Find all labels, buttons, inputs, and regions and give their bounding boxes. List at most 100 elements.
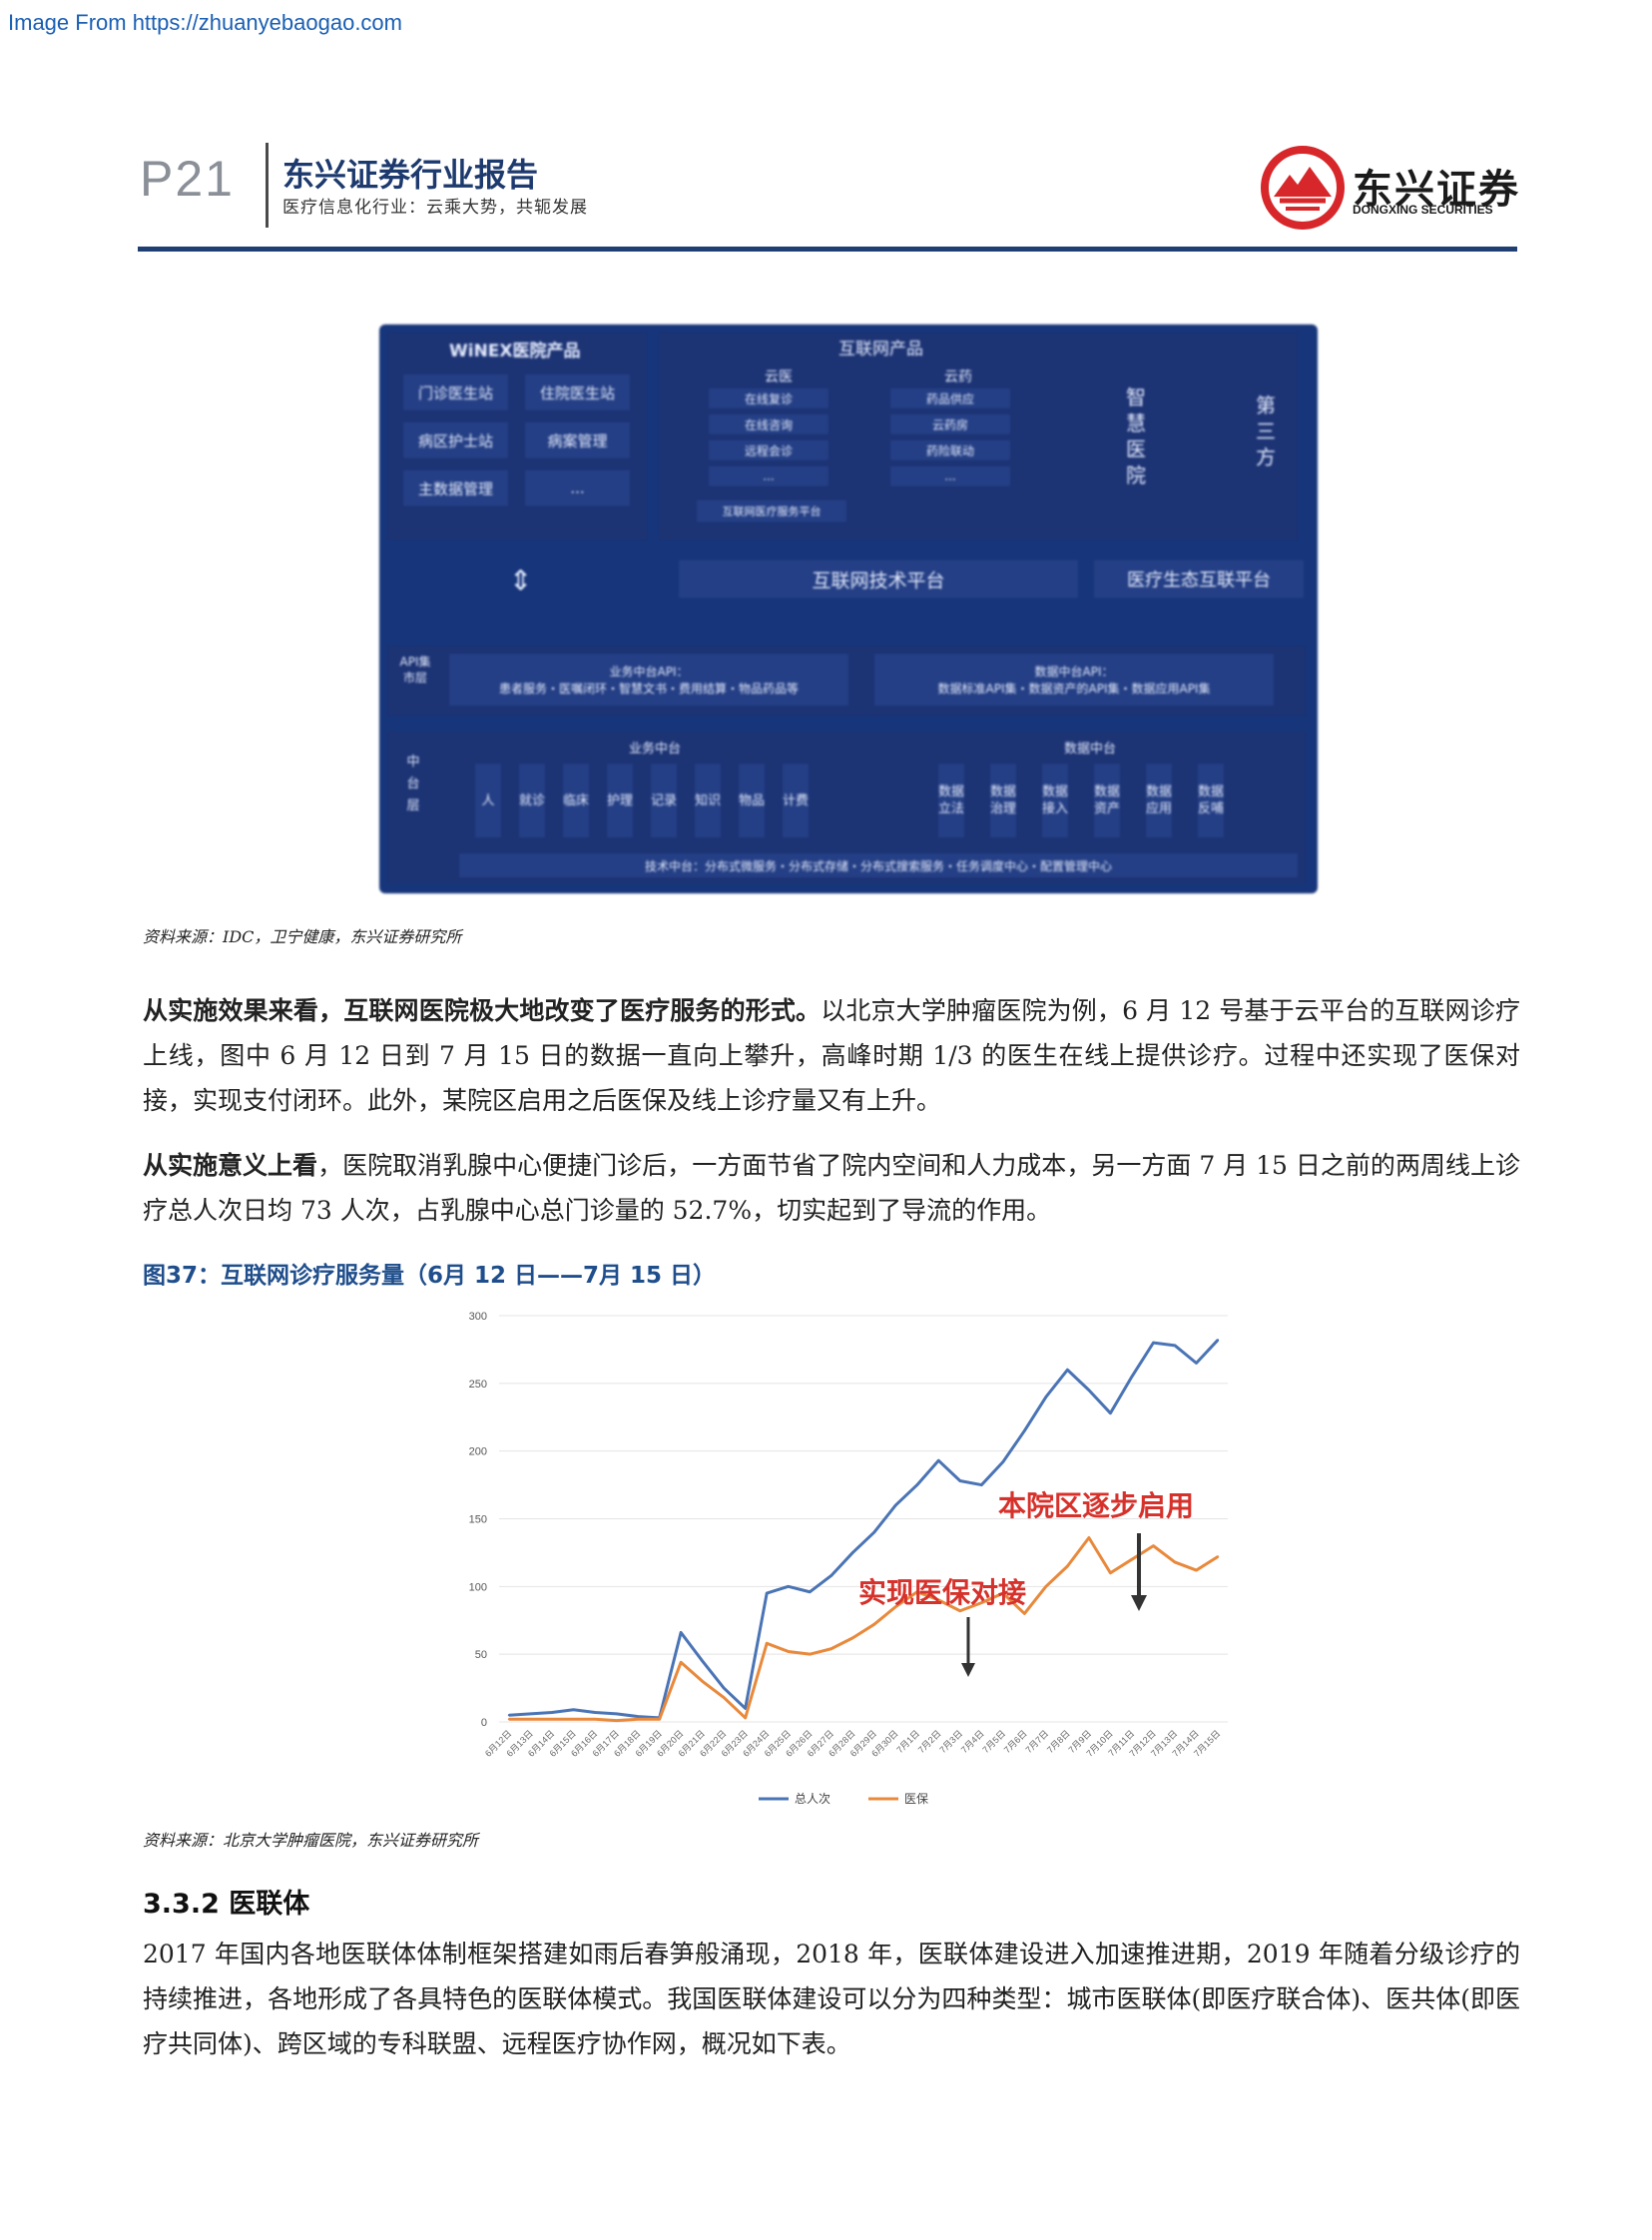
biz-col: 临床 (563, 764, 589, 838)
data-point (593, 1718, 597, 1721)
data-point (593, 1711, 597, 1714)
data-point (872, 1530, 875, 1534)
x-tick-label: 7月7日 (1023, 1728, 1050, 1755)
data-point (679, 1631, 683, 1634)
middle-layer-label: 中台层 (406, 755, 420, 814)
data-point (894, 1503, 897, 1507)
annotation-arrowhead (961, 1663, 975, 1677)
cloud-pharmacy-item: 云药房 (890, 414, 1010, 434)
data-point (809, 1590, 812, 1593)
data-point (851, 1636, 854, 1640)
paragraph-significance: 从实施意义上看，医院取消乳腺中心便捷门诊后，一方面节省了院内空间和人力成本，另一… (143, 1143, 1520, 1233)
data-point (872, 1623, 875, 1626)
data-point (1066, 1369, 1069, 1372)
winex-item: 病案管理 (525, 422, 630, 458)
winex-item: 病区护士站 (403, 422, 508, 458)
data-col: 数据接入 (1042, 764, 1068, 838)
x-tick-label: 7月8日 (1045, 1728, 1072, 1755)
annotation-label: 实现医保对接 (858, 1576, 1026, 1609)
data-point (1195, 1362, 1198, 1365)
data-point (615, 1719, 618, 1722)
data-point (529, 1712, 532, 1716)
data-point (1109, 1571, 1112, 1574)
line-chart: 0501001502002503006月12日6月13日6月14日6月15日6月… (469, 1311, 1228, 1806)
report-subtitle: 医疗信息化行业：云乘大势，共轭发展 (282, 198, 588, 218)
data-point (1216, 1339, 1220, 1342)
data-col: 数据反哺 (1198, 764, 1224, 838)
data-point (572, 1718, 575, 1721)
y-tick-label: 200 (469, 1446, 487, 1458)
data-point (1001, 1591, 1005, 1595)
architecture-diagram: WiNEX医院产品 门诊医生站 住院医生站 病区护士站 病案管理 主数据管理 .… (379, 324, 1318, 893)
eco-platform: 医疗生态互联平台 (1094, 560, 1304, 598)
section-heading: 3.3.2 医联体 (143, 1889, 310, 1920)
api-layer-label: API集市层 (399, 655, 431, 685)
winex-item: 门诊医生站 (403, 374, 508, 410)
data-point (529, 1718, 532, 1721)
x-tick-label: 7月3日 (937, 1728, 964, 1755)
page-number: P21 (140, 151, 235, 207)
annotation-arrowhead (1131, 1595, 1147, 1611)
data-point (1152, 1544, 1155, 1547)
data-point (1044, 1585, 1048, 1588)
cloud-hospital-item: 远程会诊 (709, 440, 828, 460)
data-point (1130, 1375, 1134, 1379)
third-party-label: 第三方 (1256, 393, 1276, 469)
legend-label: 医保 (904, 1792, 928, 1806)
winex-item: 主数据管理 (403, 470, 508, 506)
data-point (722, 1696, 726, 1699)
data-point (1087, 1389, 1091, 1392)
data-point (937, 1458, 940, 1462)
cloud-pharmacy-label: 云药 (944, 369, 972, 385)
data-point (636, 1718, 640, 1721)
arrow-updown-icon: ⇕ (509, 564, 533, 597)
figure-source: 资料来源：北京大学肿瘤医院，东兴证券研究所 (143, 1831, 479, 1850)
biz-api-title: 业务中台API： (609, 665, 689, 679)
data-point (829, 1574, 832, 1577)
data-point (787, 1585, 790, 1588)
data-point (550, 1718, 554, 1721)
data-point (744, 1707, 747, 1710)
data-point (1173, 1560, 1177, 1564)
winex-title: WiNEX医院产品 (449, 341, 581, 361)
cloud-hospital-label: 云医 (765, 369, 793, 385)
data-point (572, 1708, 575, 1711)
x-tick-label: 7月2日 (916, 1728, 943, 1755)
data-point (937, 1598, 940, 1602)
cloud-hospital-item: 在线复诊 (709, 388, 828, 408)
x-tick-label: 7月5日 (980, 1728, 1007, 1755)
data-point (980, 1483, 983, 1486)
data-col: 数据资产 (1094, 764, 1120, 838)
data-point (829, 1647, 832, 1650)
data-api-title: 数据中台API： (1034, 665, 1114, 679)
data-point (1044, 1396, 1048, 1399)
annotation-label: 本院区逐步启用 (998, 1489, 1194, 1522)
winex-item: 住院医生站 (525, 374, 630, 410)
data-point (507, 1714, 511, 1717)
figure-source: 资料来源：IDC，卫宁健康，东兴证券研究所 (143, 927, 462, 946)
brand-name: 东兴证券 (1353, 167, 1520, 213)
data-api-desc: 数据标准API集・数据资产的API集・数据应用API集 (937, 682, 1211, 696)
data-col: 数据立法 (938, 764, 964, 838)
data-middle-label: 数据中台 (1064, 742, 1117, 757)
data-point (958, 1479, 962, 1482)
data-col: 数据治理 (990, 764, 1016, 838)
biz-col: 就诊 (519, 764, 545, 838)
biz-col: 记录 (651, 764, 677, 838)
data-point (615, 1712, 618, 1716)
cloud-hospital-item: 在线咨询 (709, 414, 828, 434)
legend-label: 总人次 (795, 1792, 830, 1806)
watermark-link[interactable]: Image From https://zhuanyebaogao.com (8, 10, 402, 35)
biz-api-box: 业务中台API： 患者服务・医嘱闭环・智慧文书・费用结算・物品药品等 (449, 654, 848, 706)
data-point (701, 1659, 704, 1663)
data-point (507, 1718, 511, 1721)
winex-item: ... (525, 470, 630, 506)
paragraph-effect-lead: 从实施效果来看，互联网医院极大地改变了医疗服务的形式。 (143, 996, 822, 1025)
data-api-box: 数据中台API： 数据标准API集・数据资产的API集・数据应用API集 (874, 654, 1274, 706)
x-tick-label: 7月4日 (959, 1728, 986, 1755)
data-point (658, 1718, 661, 1721)
paragraph-medical-alliance: 2017 年国内各地医联体体制框架搭建如雨后春笋般涌现，2018 年，医联体建设… (143, 1940, 1520, 2058)
header-rule (138, 247, 1517, 252)
x-tick-label: 7月1日 (894, 1728, 921, 1755)
data-point (1216, 1555, 1220, 1558)
